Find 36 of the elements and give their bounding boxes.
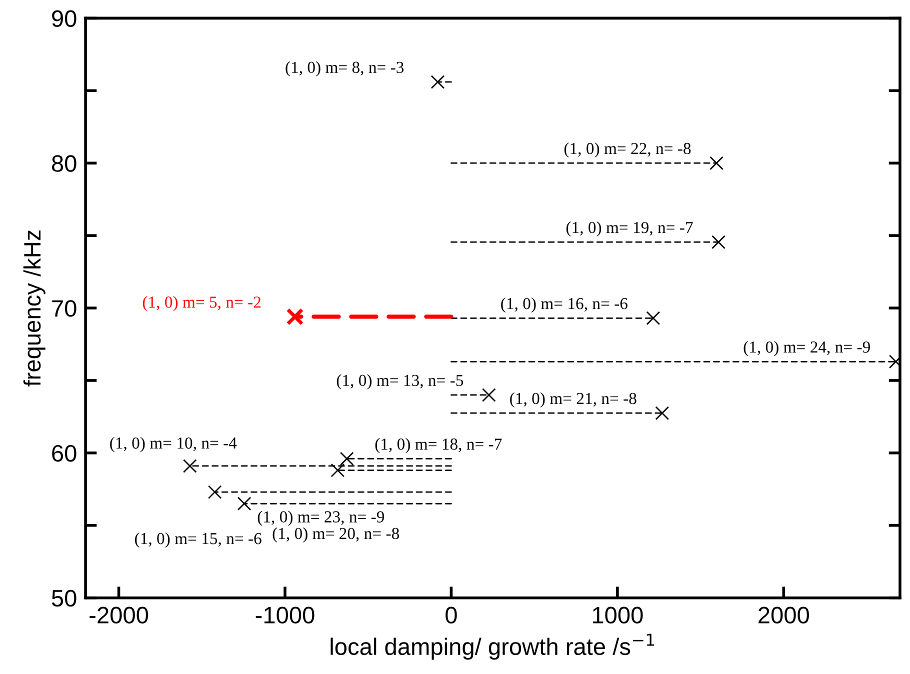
x-tick-label: 2000: [758, 606, 809, 624]
y-tick-label: 70: [52, 300, 76, 317]
point: [482, 388, 496, 402]
point: [430, 75, 445, 89]
annotation: (1, 0) m= 15, n= -6: [135, 532, 262, 548]
point: [340, 452, 354, 466]
point: [330, 463, 345, 478]
y-tick-label: 80: [52, 155, 76, 172]
annotation: (1, 0) m= 19, n= -7: [566, 221, 693, 237]
annotation: (1, 0) m= 5, n= -2: [142, 296, 261, 312]
point: [712, 235, 726, 250]
annotation: (1, 0) m= 10, n= -4: [110, 436, 237, 452]
y-tick-label: 60: [52, 444, 76, 462]
annotation: (1, 0) m= 22, n= -8: [564, 142, 691, 158]
annotation: (1, 0) m= 13, n= -5: [336, 374, 464, 390]
annotation: (1, 0) m= 20, n= -8: [272, 527, 399, 543]
point: [208, 485, 222, 499]
point: [182, 459, 197, 473]
x-tick-label: 0: [446, 606, 457, 624]
x-tick-label: 1000: [592, 606, 643, 624]
annotation: (1, 0) m= 16, n= -6: [501, 297, 628, 313]
x-axis-title: local damping/ growth rate /s$^{−1}$: [330, 634, 654, 660]
annotation: (1, 0) m= 21, n= -8: [510, 392, 636, 408]
y-tick-label: 50: [52, 590, 76, 607]
x-tick-label: -2000: [90, 606, 148, 624]
point: [237, 496, 252, 511]
annotation: (1, 0) m= 23, n= -9: [258, 510, 384, 526]
annotation: (1, 0) m= 8, n= -3: [286, 61, 404, 76]
point: [646, 311, 660, 326]
annotation: (1, 0) m= 18, n= -7: [375, 438, 502, 454]
x-tick-label: -1000: [256, 606, 314, 624]
y-tick-label: 90: [52, 10, 76, 27]
y-axis-title: frequency /kHz: [23, 230, 46, 386]
annotation: (1, 0) m= 24, n= -9: [744, 340, 870, 356]
point: [710, 156, 724, 170]
point: [655, 406, 670, 420]
